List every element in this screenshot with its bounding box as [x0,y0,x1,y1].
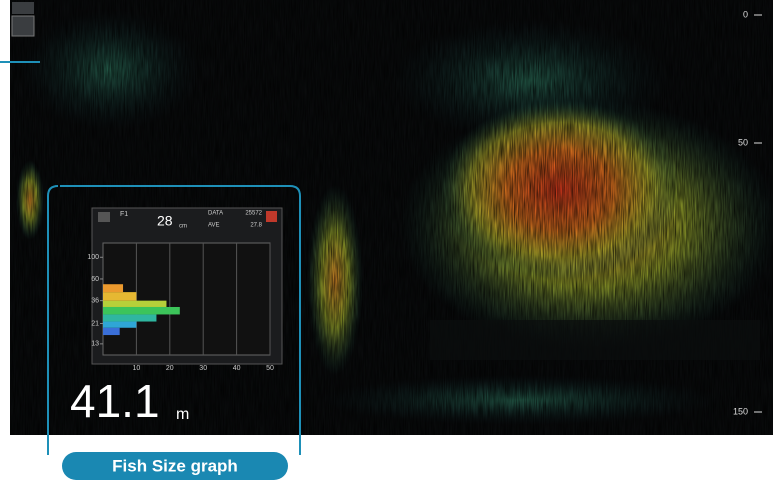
bar [103,327,120,336]
x-tick-label: 50 [266,365,274,372]
x-tick-label: 10 [133,365,141,372]
y-tick-label: 100 [87,254,99,261]
caption-pill [62,452,288,480]
x-tick-label: 30 [199,365,207,372]
depth-unit: m [176,406,189,423]
bar [103,321,137,328]
histogram: 10 20 30 40 50 13 21 36 60 100 [87,242,274,372]
x-tick-label: 40 [233,365,241,372]
bar [103,306,180,315]
settings-button[interactable] [11,15,35,37]
bar [103,300,167,307]
y-tick-label: 36 [91,297,99,304]
bar [103,292,137,301]
y-tick-label: 21 [91,320,99,327]
depth-label: 0 [743,9,748,19]
panel-ave-value: 27.8 [250,223,262,229]
depth-label: 50 [738,137,748,147]
y-tick-label: 13 [91,341,99,348]
close-button[interactable] [266,211,277,222]
panel-icon[interactable] [98,212,110,222]
depth-label: 150 [733,406,748,416]
menu-button[interactable] [12,2,34,14]
panel-ave-label: AVE [208,223,220,229]
panel-data-label: DATA [208,211,223,217]
y-tick-label: 60 [91,276,99,283]
panel-mode: F1 [120,211,128,218]
callout-frame [47,185,301,455]
x-tick-label: 20 [166,365,174,372]
panel-size-unit: cm [179,224,187,230]
depth-readout: 41.1 [70,375,160,427]
panel-data-value: 25572 [245,211,262,217]
bar [103,314,157,322]
bar [103,284,124,293]
caption: Fish Size graph [112,456,238,475]
panel-size: 28 [157,213,173,229]
sonar-echoes [10,0,773,435]
